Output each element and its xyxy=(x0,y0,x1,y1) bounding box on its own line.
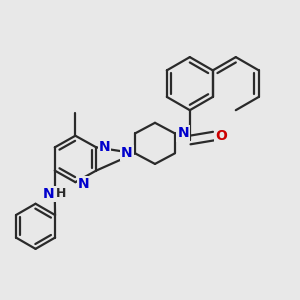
Text: N: N xyxy=(78,177,89,191)
Text: N: N xyxy=(121,146,133,160)
Text: O: O xyxy=(215,129,227,143)
Text: N: N xyxy=(99,140,110,154)
Text: N: N xyxy=(43,187,55,201)
Text: N: N xyxy=(177,126,189,140)
Text: H: H xyxy=(56,187,66,200)
